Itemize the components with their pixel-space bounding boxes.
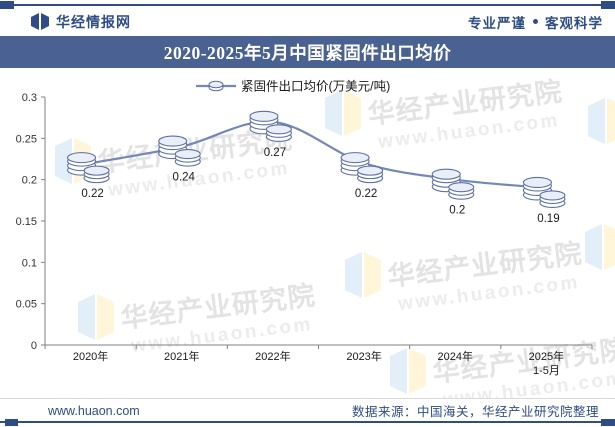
header-slogan: 专业严谨 客观科学 [468, 12, 603, 32]
coin-stack-marker [67, 152, 110, 184]
data-value-label: 0.22 [355, 188, 377, 200]
site-name: 华经情报网 [56, 13, 131, 30]
x-category-label: 2023年 [346, 349, 381, 363]
y-tick-label: 0 [31, 340, 37, 352]
coin-stack-marker [340, 152, 384, 184]
coin-stack-marker [522, 176, 566, 208]
data-value-label: 0.24 [173, 172, 196, 184]
line-chart: 华经产业研究院www.huaon.com华经产业研究院www.huaon.com… [16, 75, 615, 398]
chart-title: 2020-2025年5月中国紧固件出口均价 [163, 42, 452, 63]
watermark-logo-blue [78, 294, 95, 340]
coin-stack-marker [249, 110, 292, 142]
coin [174, 149, 201, 160]
coin [448, 182, 475, 193]
coin [67, 152, 97, 164]
chart-title-bar: 2020-2025年5月中国紧固件出口均价 [0, 36, 615, 68]
x-category-label: 1-5月 [533, 365, 560, 377]
x-category-label: 2025年 [529, 349, 564, 363]
coin [265, 124, 292, 135]
bottom-border-rule [0, 419, 615, 426]
watermark-logo-blue [55, 138, 72, 184]
watermark-logo-blue [345, 252, 362, 298]
coin-stack-marker [158, 135, 201, 167]
slogan-right: 客观科学 [545, 15, 603, 31]
watermark-logo-yellow [409, 348, 426, 394]
watermark-logo-yellow [364, 252, 381, 298]
watermark-logo-yellow [607, 98, 615, 144]
top-border-rule [0, 1, 615, 9]
watermark-logo-blue [325, 90, 342, 136]
legend-coin-icon [208, 80, 224, 89]
y-tick-label: 0.3 [22, 92, 37, 104]
coin [357, 165, 384, 176]
watermark-logo-yellow [344, 90, 361, 136]
x-category-label: 2024年 [438, 349, 473, 363]
coin [340, 152, 370, 164]
coin [249, 110, 279, 122]
coin [539, 190, 566, 201]
top-rule-left-cap [0, 1, 14, 9]
header-bar: 华经情报网 专业严谨 客观科学 [0, 7, 615, 36]
legend: 紧固件出口均价(万美元/吨) [196, 80, 390, 94]
watermark-logo-blue [390, 348, 407, 394]
coin [158, 135, 188, 147]
coin-stack-marker [431, 168, 475, 200]
watermark-logo-yellow [604, 224, 615, 270]
watermark-logo-blue [588, 98, 605, 144]
x-category-label: 2020年 [73, 349, 108, 363]
legend-label: 紧固件出口均价(万美元/吨) [241, 80, 390, 94]
x-category-label: 2021年 [164, 349, 199, 363]
y-tick-label: 0.1 [22, 257, 37, 269]
y-tick-label: 0.15 [16, 216, 37, 228]
data-value-label: 0.22 [81, 188, 103, 200]
brand: 华经情报网 [30, 12, 131, 32]
watermark-logo-yellow [97, 294, 114, 340]
y-tick-label: 0.05 [16, 299, 37, 311]
y-tick-label: 0.2 [22, 175, 37, 187]
bottom-rule-left-cap [5, 419, 18, 426]
coin [83, 165, 110, 176]
chart-area: 华经产业研究院www.huaon.com华经产业研究院www.huaon.com… [0, 68, 615, 398]
data-source-note: 数据来源：中国海关，华经产业研究院整理 [351, 405, 599, 419]
huajing-logo-icon [30, 12, 50, 31]
data-value-label: 0.27 [264, 147, 286, 159]
slogan-bullet-icon [533, 19, 538, 24]
data-value-label: 0.2 [449, 205, 465, 217]
footer-bar: www.huaon.com 数据来源：中国海关，华经产业研究院整理 [0, 398, 615, 422]
bottom-rule-right-cap [601, 419, 615, 426]
top-rule-right-cap [601, 1, 615, 9]
x-category-label: 2022年 [255, 349, 290, 363]
watermark-logo-blue [585, 224, 602, 270]
footer-site-url: www.huaon.com [48, 403, 140, 418]
axes [41, 96, 593, 349]
coin [522, 176, 552, 188]
data-value-label: 0.19 [537, 213, 559, 225]
coin [431, 168, 461, 180]
slogan-left: 专业严谨 [468, 15, 526, 31]
y-tick-label: 0.25 [16, 133, 37, 145]
